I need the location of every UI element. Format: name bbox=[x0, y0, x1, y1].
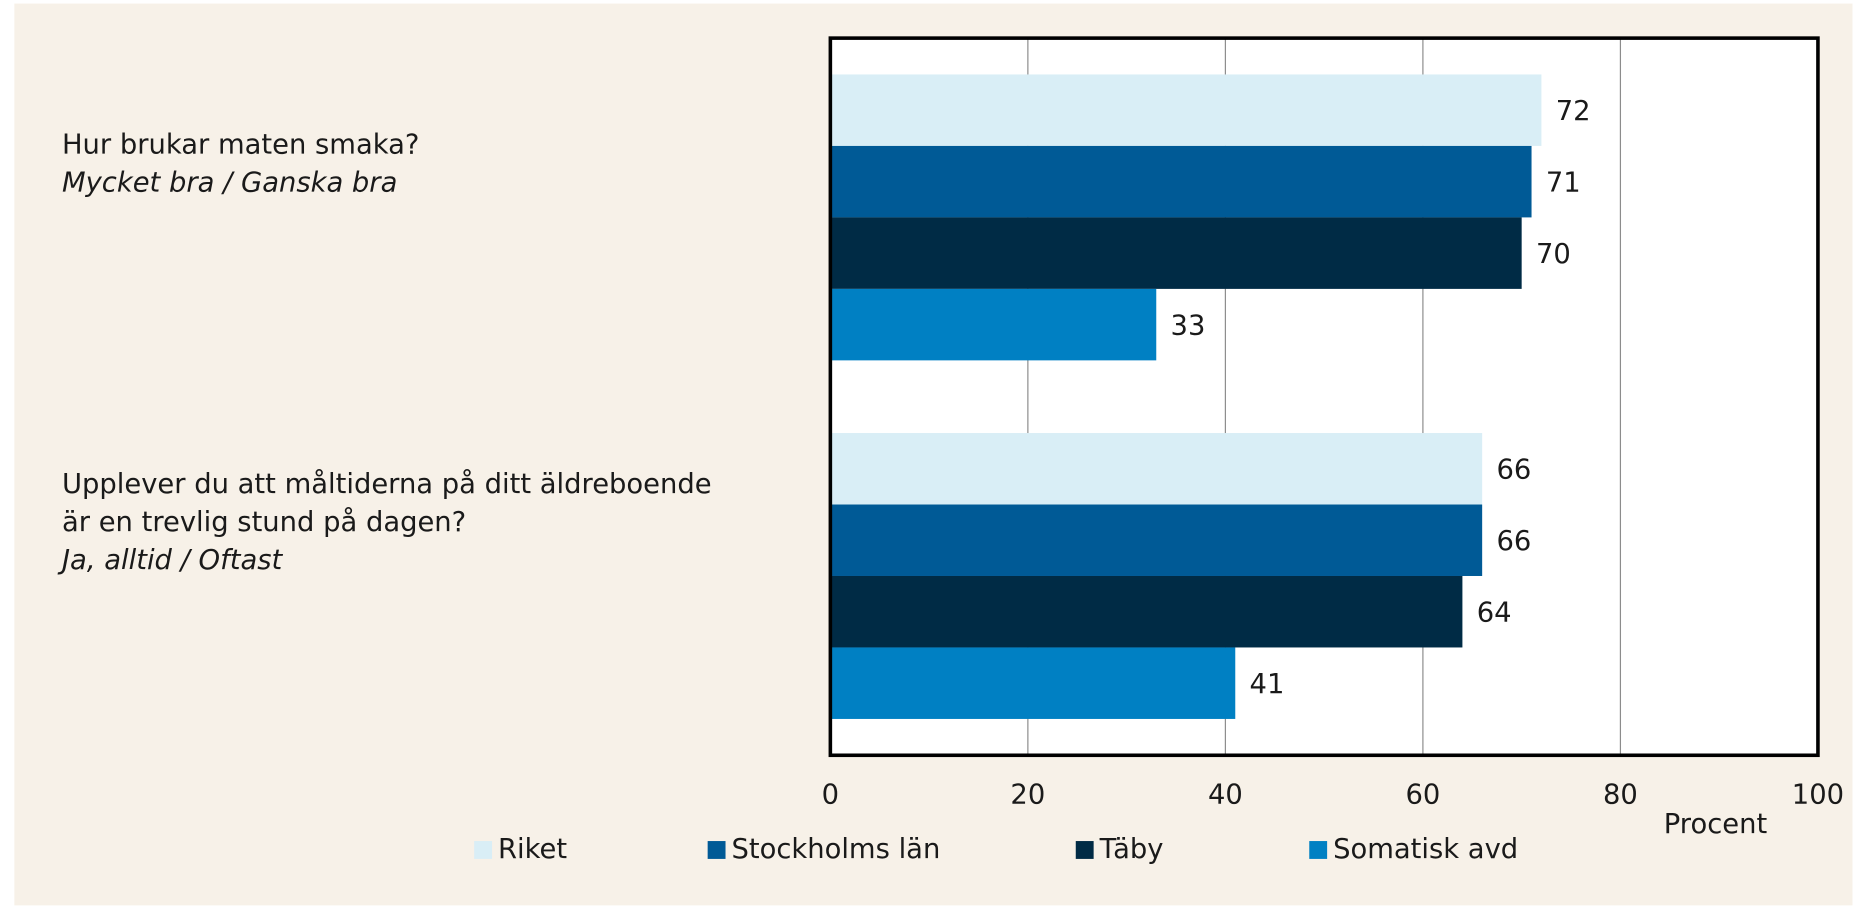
value-label: 70 bbox=[1536, 239, 1571, 270]
bar bbox=[830, 74, 1542, 146]
legend-label: Stockholms län bbox=[731, 834, 940, 865]
bar bbox=[830, 145, 1532, 218]
legend-swatch bbox=[1075, 841, 1094, 859]
legend-swatch bbox=[707, 841, 726, 859]
legend-swatch bbox=[1309, 841, 1328, 859]
bar bbox=[830, 433, 1483, 505]
bars bbox=[830, 74, 1542, 719]
category-label: Upplever du att måltiderna på ditt äldre… bbox=[62, 469, 712, 500]
category-sublabel: Ja, alltid / Oftast bbox=[57, 545, 284, 576]
x-tick-label: 20 bbox=[1010, 779, 1045, 810]
category-label: är en trevlig stund på dagen? bbox=[62, 507, 466, 538]
value-label: 33 bbox=[1171, 311, 1206, 342]
legend-label: Riket bbox=[498, 834, 567, 865]
value-label: 71 bbox=[1546, 168, 1581, 199]
bar bbox=[830, 288, 1157, 361]
bar bbox=[830, 217, 1522, 289]
x-axis-label: Procent bbox=[1664, 809, 1768, 840]
category-label: Hur brukar maten smaka? bbox=[62, 129, 419, 160]
category-sublabel: Mycket bra / Ganska bra bbox=[62, 168, 397, 199]
legend-swatch bbox=[474, 841, 493, 859]
value-label: 66 bbox=[1496, 526, 1531, 557]
x-tick-label: 60 bbox=[1405, 779, 1440, 810]
bar bbox=[830, 647, 1236, 719]
value-label: 66 bbox=[1496, 455, 1531, 486]
legend-label: Täby bbox=[1099, 834, 1164, 865]
value-label: 41 bbox=[1250, 669, 1285, 700]
value-label: 64 bbox=[1477, 598, 1512, 629]
bar bbox=[830, 504, 1483, 576]
x-tick-label: 40 bbox=[1208, 779, 1243, 810]
legend-label: Somatisk avd bbox=[1333, 834, 1518, 865]
plot-border bbox=[828, 36, 1820, 758]
bar bbox=[830, 575, 1463, 648]
x-tick-label: 80 bbox=[1603, 779, 1638, 810]
x-tick-label: 100 bbox=[1792, 779, 1844, 810]
x-tick-label: 0 bbox=[822, 779, 839, 810]
value-label: 72 bbox=[1556, 96, 1591, 127]
